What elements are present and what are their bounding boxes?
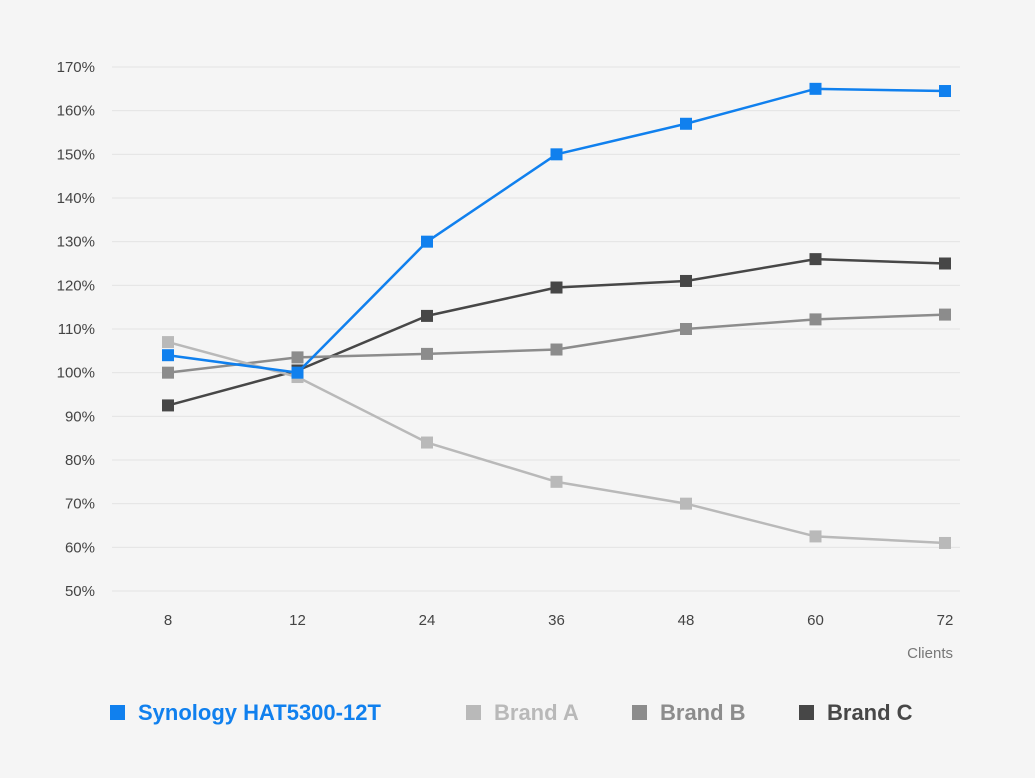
series-brand-c <box>162 253 951 412</box>
data-point <box>162 336 174 349</box>
legend-item: Brand C <box>799 700 913 725</box>
x-tick-label: 24 <box>419 612 436 629</box>
y-tick-label: 60% <box>65 539 95 556</box>
legend-item: Brand A <box>466 700 579 725</box>
series-line <box>167 87 946 374</box>
series-lines <box>162 82 951 549</box>
series-brand-b <box>162 308 951 379</box>
grid-lines <box>112 66 960 592</box>
y-tick-label: 160% <box>57 103 95 120</box>
data-point <box>550 475 563 488</box>
data-point <box>162 349 174 362</box>
data-point <box>550 343 563 356</box>
y-axis-ticks: 50% 60% 70% 80% 90% 100% 110% 120% 130% 140% 150% 1… <box>57 59 95 600</box>
data-point <box>421 235 433 248</box>
legend-swatch <box>466 705 481 720</box>
data-point <box>162 366 174 379</box>
legend-swatch <box>632 705 647 720</box>
x-tick-label: 60 <box>807 612 824 629</box>
x-tick-label: 36 <box>548 612 565 629</box>
data-point <box>162 399 174 412</box>
data-point <box>421 347 433 360</box>
legend-label: Synology HAT5300-12T <box>138 700 381 725</box>
data-point <box>680 117 692 130</box>
data-point <box>939 308 951 321</box>
data-point <box>939 85 951 98</box>
legend-swatch <box>799 705 814 720</box>
legend-item: Brand B <box>632 700 746 725</box>
y-tick-label: 80% <box>65 452 95 469</box>
legend-label: Brand A <box>494 700 579 725</box>
x-tick-label: 48 <box>678 612 695 629</box>
legend: Synology HAT5300-12T Brand A Brand B Brand … <box>110 700 913 725</box>
y-tick-label: 90% <box>65 408 95 425</box>
y-tick-label: 50% <box>65 583 95 600</box>
data-point <box>939 257 951 270</box>
data-point <box>809 82 822 95</box>
x-tick-label: 8 <box>164 612 172 629</box>
y-tick-label: 130% <box>57 234 95 251</box>
x-axis-title: Clients <box>907 645 953 662</box>
y-tick-label: 70% <box>65 496 95 513</box>
y-tick-label: 110% <box>58 321 95 338</box>
series-brand-a <box>162 336 951 549</box>
y-tick-label: 100% <box>57 365 95 382</box>
data-point <box>680 274 692 287</box>
data-point <box>291 366 304 379</box>
y-tick-label: 150% <box>57 146 95 163</box>
data-point <box>680 323 692 335</box>
legend-label: Brand C <box>827 700 913 725</box>
x-axis-ticks: 8 12 24 36 48 60 72 <box>164 612 954 629</box>
data-point <box>809 530 822 543</box>
data-point <box>809 313 822 326</box>
x-tick-label: 12 <box>289 612 306 629</box>
data-point <box>939 536 951 549</box>
legend-item: Synology HAT5300-12T <box>110 700 381 725</box>
series-synology-hat5300-12t <box>162 82 951 379</box>
legend-label: Brand B <box>660 700 746 725</box>
data-point <box>680 497 692 510</box>
y-tick-label: 170% <box>57 59 95 76</box>
data-point <box>550 148 563 161</box>
data-point <box>421 436 433 449</box>
x-tick-label: 72 <box>937 612 954 629</box>
data-point <box>291 351 304 364</box>
legend-swatch <box>110 705 125 720</box>
data-point <box>809 253 822 266</box>
data-point <box>550 281 563 294</box>
series-line <box>167 257 946 407</box>
y-tick-label: 140% <box>57 190 95 207</box>
y-tick-label: 120% <box>57 277 95 294</box>
data-point <box>421 309 433 322</box>
